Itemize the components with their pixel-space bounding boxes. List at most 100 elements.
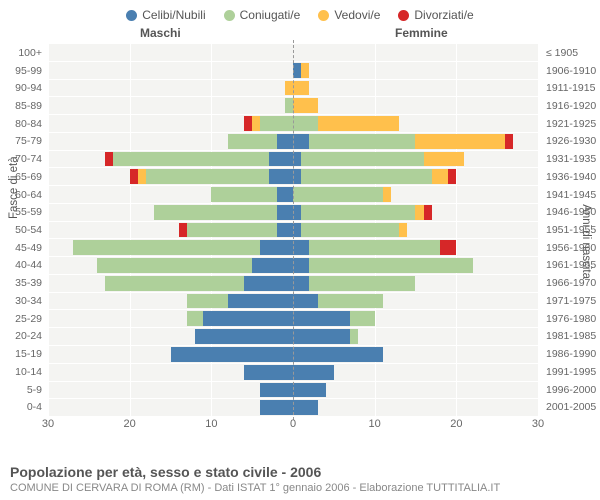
bar-segment: [301, 169, 432, 184]
bar-segment: [260, 240, 293, 255]
bar-segment: [301, 205, 415, 220]
bar-segment: [350, 311, 375, 326]
chart-subtitle: COMUNE DI CERVARA DI ROMA (RM) - Dati IS…: [10, 482, 500, 494]
chart-title: Popolazione per età, sesso e stato civil…: [10, 464, 500, 480]
bar-segment: [293, 240, 309, 255]
bar-segment: [309, 240, 440, 255]
bar-segment: [105, 276, 244, 291]
bar-segment: [97, 258, 252, 273]
gender-headers: Maschi Femmine: [0, 26, 600, 44]
age-label: 95-99: [0, 62, 46, 80]
legend-item: Coniugati/e: [224, 8, 301, 22]
bar-segment: [293, 152, 301, 167]
bar-segment: [293, 116, 318, 131]
bar-segment: [269, 152, 294, 167]
bar-segment: [301, 63, 309, 78]
bar-segment: [211, 187, 276, 202]
bar-segment: [105, 152, 113, 167]
bar-segment: [285, 81, 293, 96]
bar-segment: [187, 311, 203, 326]
legend-label: Divorziati/e: [414, 8, 473, 22]
bar-segment: [293, 258, 309, 273]
age-label: 25-29: [0, 310, 46, 328]
age-label: 65-69: [0, 168, 46, 186]
bar-segment: [260, 116, 293, 131]
bar-segment: [415, 205, 423, 220]
bar-segment: [244, 276, 293, 291]
bar-segment: [293, 205, 301, 220]
legend-label: Vedovi/e: [334, 8, 380, 22]
bar-segment: [293, 365, 334, 380]
x-tick: 0: [290, 418, 296, 430]
bar-segment: [252, 258, 293, 273]
bar-segment: [424, 152, 465, 167]
birth-label: 1966-1970: [546, 274, 600, 292]
age-labels: 100+95-9990-9485-8980-8475-7970-7465-696…: [0, 44, 46, 416]
birth-label: 1921-1925: [546, 115, 600, 133]
birth-label: 1931-1935: [546, 150, 600, 168]
birth-label: 1916-1920: [546, 97, 600, 115]
legend: Celibi/Nubili Coniugati/e Vedovi/e Divorzia…: [0, 0, 600, 26]
bar-segment: [269, 169, 294, 184]
age-label: 75-79: [0, 133, 46, 151]
bar-segment: [244, 116, 252, 131]
bar-segment: [244, 365, 293, 380]
birth-label: 1926-1930: [546, 133, 600, 151]
bar-segment: [293, 63, 301, 78]
bar-segment: [146, 169, 269, 184]
birth-label: 1981-1985: [546, 328, 600, 346]
age-label: 35-39: [0, 274, 46, 292]
bar-segment: [285, 98, 293, 113]
legend-swatch: [224, 10, 235, 21]
bar-segment: [424, 205, 432, 220]
legend-label: Celibi/Nubili: [142, 8, 205, 22]
bar-segment: [318, 294, 383, 309]
bar-segment: [195, 329, 293, 344]
bar-segment: [293, 311, 350, 326]
bar-segment: [309, 276, 415, 291]
bar-segment: [293, 223, 301, 238]
birth-label: 2001-2005: [546, 398, 600, 416]
bar-segment: [187, 223, 277, 238]
header-male: Maschi: [140, 26, 181, 40]
age-label: 85-89: [0, 97, 46, 115]
birth-label: 1971-1975: [546, 292, 600, 310]
bar-segment: [432, 169, 448, 184]
bar-segment: [293, 400, 318, 415]
bar-segment: [293, 383, 326, 398]
bar-segment: [293, 98, 318, 113]
birth-label: 1951-1955: [546, 221, 600, 239]
legend-item: Divorziati/e: [398, 8, 473, 22]
bar-segment: [350, 329, 358, 344]
bar-segment: [415, 134, 505, 149]
bar-segment: [154, 205, 277, 220]
age-label: 70-74: [0, 150, 46, 168]
birth-label: 1911-1915: [546, 79, 600, 97]
birth-label: ≤ 1905: [546, 44, 600, 62]
bar-segment: [260, 400, 293, 415]
bar-segment: [448, 169, 456, 184]
birth-label: 1941-1945: [546, 186, 600, 204]
age-label: 30-34: [0, 292, 46, 310]
bar-segment: [293, 187, 383, 202]
bar-segment: [228, 134, 277, 149]
birth-label: 1961-1965: [546, 257, 600, 275]
header-female: Femmine: [395, 26, 448, 40]
bar-segment: [187, 294, 228, 309]
bar-segment: [301, 152, 424, 167]
plot: [48, 44, 538, 416]
birth-label: 1986-1990: [546, 345, 600, 363]
age-label: 45-49: [0, 239, 46, 257]
birth-label: 1976-1980: [546, 310, 600, 328]
bar-segment: [293, 276, 309, 291]
x-tick: 20: [124, 418, 136, 430]
bar-segment: [277, 187, 293, 202]
bar-segment: [228, 294, 293, 309]
bar-segment: [252, 116, 260, 131]
age-label: 55-59: [0, 203, 46, 221]
bar-segment: [309, 258, 472, 273]
bar-segment: [203, 311, 293, 326]
age-label: 0-4: [0, 398, 46, 416]
bar-segment: [383, 187, 391, 202]
birth-label: 1991-1995: [546, 363, 600, 381]
